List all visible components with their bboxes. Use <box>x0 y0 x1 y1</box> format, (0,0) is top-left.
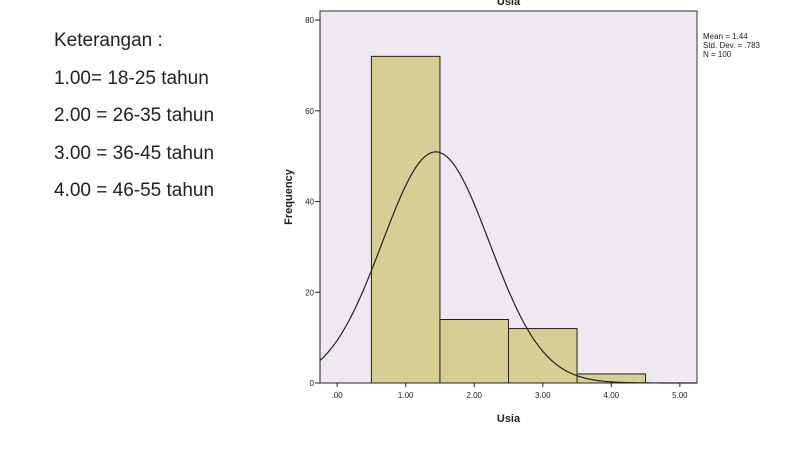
notes-item: 1.00= 18-25 tahun <box>54 67 209 89</box>
y-ticks-group: 0 20 40 60 80 <box>305 16 320 388</box>
y-tick-label: 60 <box>305 107 314 116</box>
x-tick-label: 2.00 <box>466 391 482 400</box>
notes-item: 4.00 = 46-55 tahun <box>54 180 215 201</box>
x-tick-label: 5.00 <box>672 391 688 400</box>
notes-heading: Keterangan : <box>54 30 163 51</box>
x-tick-label: .00 <box>332 391 344 400</box>
notes-item: 3.00 = 36-45 tahun <box>54 142 215 164</box>
y-axis-title: Frequency <box>283 168 295 225</box>
y-tick-label: 40 <box>305 198 314 207</box>
y-tick-label: 80 <box>305 16 314 25</box>
stat-n: N = 100 <box>703 50 732 59</box>
stat-std-dev: Std. Dev. = .783 <box>703 41 761 50</box>
x-tick-label: 1.00 <box>398 391 414 400</box>
histogram-bar <box>439 318 510 384</box>
x-tick-label: 3.00 <box>535 391 551 400</box>
y-tick-label: 0 <box>310 379 315 388</box>
chart-title: Usia <box>497 0 521 8</box>
x-axis-title: Usia <box>497 413 521 425</box>
notes-item: 2.00 = 26-35 tahun <box>54 105 215 126</box>
x-ticks-group: .00 1.00 2.00 3.00 4.00 5.00 <box>332 383 688 400</box>
bars-group <box>370 55 647 384</box>
histogram-bar <box>370 55 441 384</box>
histogram-bar <box>508 328 578 384</box>
notes-block: Keterangan : 1.00= 18-25 tahun 2.00 = 26… <box>54 22 274 210</box>
y-tick-label: 20 <box>305 288 314 297</box>
x-tick-label: 4.00 <box>604 391 620 400</box>
stat-mean: Mean = 1.44 <box>703 32 748 41</box>
